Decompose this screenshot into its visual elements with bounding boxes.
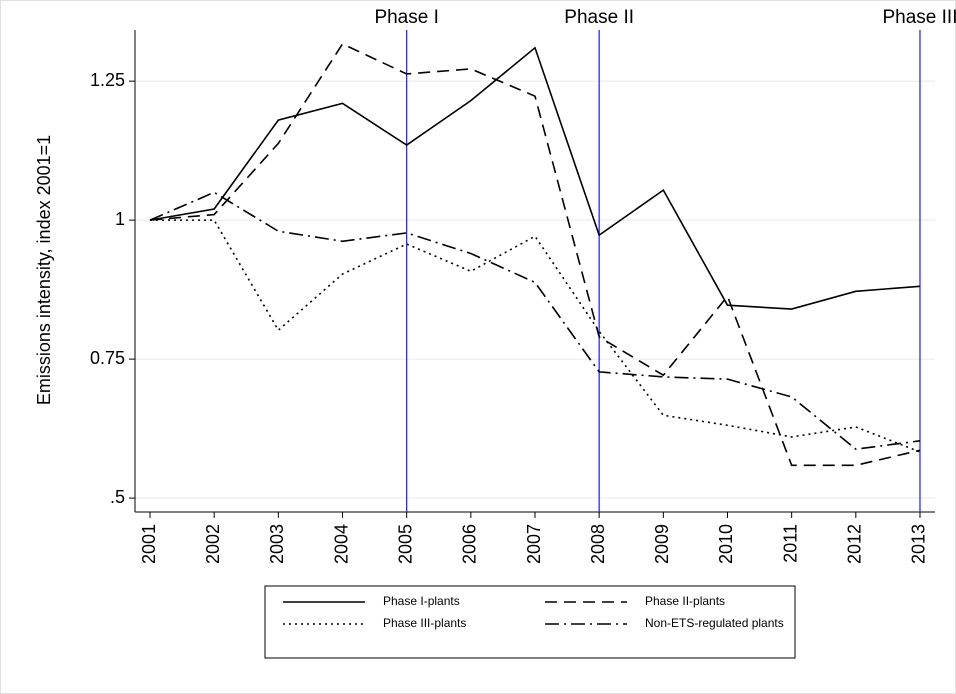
y-axis-label: Emissions intensity, index 2001=1 (34, 135, 54, 405)
legend-box (264, 585, 796, 659)
legend-label: Phase III-plants (383, 616, 466, 630)
x-tick-label: 2004 (331, 524, 351, 564)
x-tick-label: 2003 (267, 524, 287, 564)
x-tick-label: 2011 (780, 524, 800, 563)
x-tick-label: 2010 (716, 524, 736, 564)
legend-label: Phase II-plants (645, 594, 725, 608)
phase-label: Phase II (564, 7, 634, 28)
x-tick-label: 2007 (524, 524, 544, 564)
series-line (149, 42, 921, 467)
legend-label: Non-ETS-regulated plants (645, 616, 784, 630)
series-line (149, 46, 921, 310)
x-tick-label: 2009 (652, 524, 672, 564)
x-tick-label: 2008 (588, 524, 608, 564)
legend-label: Phase I-plants (383, 594, 460, 608)
phase-label: Phase I (374, 7, 438, 28)
x-tick-label: 2001 (139, 524, 159, 564)
y-tick-label: .5 (110, 487, 125, 507)
x-tick-label: 2006 (460, 524, 480, 564)
y-tick-label: 1 (115, 209, 125, 229)
x-tick-label: 2012 (845, 524, 865, 564)
y-tick-label: 1.25 (90, 70, 125, 90)
y-tick-label: 0.75 (90, 348, 125, 368)
x-tick-label: 2013 (909, 524, 929, 564)
series-line (150, 219, 921, 453)
phase-label: Phase III (882, 7, 956, 28)
x-tick-label: 2005 (395, 524, 415, 564)
x-tick-label: 2002 (203, 524, 223, 564)
